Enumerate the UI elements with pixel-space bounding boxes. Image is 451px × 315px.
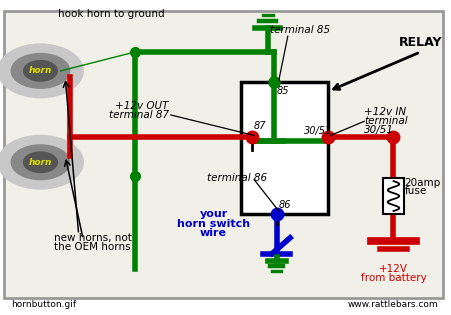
Ellipse shape [23,152,57,173]
Text: 86: 86 [279,200,291,210]
Ellipse shape [23,60,57,81]
Text: fuse: fuse [405,186,427,196]
Text: +12V: +12V [379,265,408,274]
Ellipse shape [11,54,70,88]
Ellipse shape [0,135,83,189]
Text: www.rattlebars.com: www.rattlebars.com [348,300,438,309]
Text: RELAY: RELAY [399,36,442,49]
Bar [383,178,404,214]
Text: horn switch: horn switch [177,219,250,229]
Text: +12v OUT: +12v OUT [115,101,169,111]
Text: hornbutton.gif: hornbutton.gif [11,300,76,309]
Ellipse shape [0,44,83,98]
Text: horn: horn [29,158,52,167]
Text: wire: wire [200,228,227,238]
Text: new horns, not: new horns, not [54,233,132,243]
Text: horn: horn [29,66,52,75]
Text: terminal 86: terminal 86 [207,173,267,183]
Text: 20amp: 20amp [405,178,441,188]
Text: 30/51: 30/51 [304,126,332,136]
Text: 87: 87 [254,121,267,131]
Text: the OEM horns: the OEM horns [54,243,131,252]
Text: 30/51: 30/51 [364,125,394,135]
Text: +12v IN: +12v IN [364,107,406,117]
Bar [240,82,328,214]
Text: 85: 85 [276,87,289,96]
Ellipse shape [11,145,70,180]
Text: terminal 85: terminal 85 [270,25,330,35]
Text: hook horn to ground: hook horn to ground [59,9,165,19]
Text: terminal: terminal [364,117,408,126]
Text: your: your [199,209,228,219]
Text: terminal 87: terminal 87 [109,110,169,120]
Text: from battery: from battery [361,273,426,283]
